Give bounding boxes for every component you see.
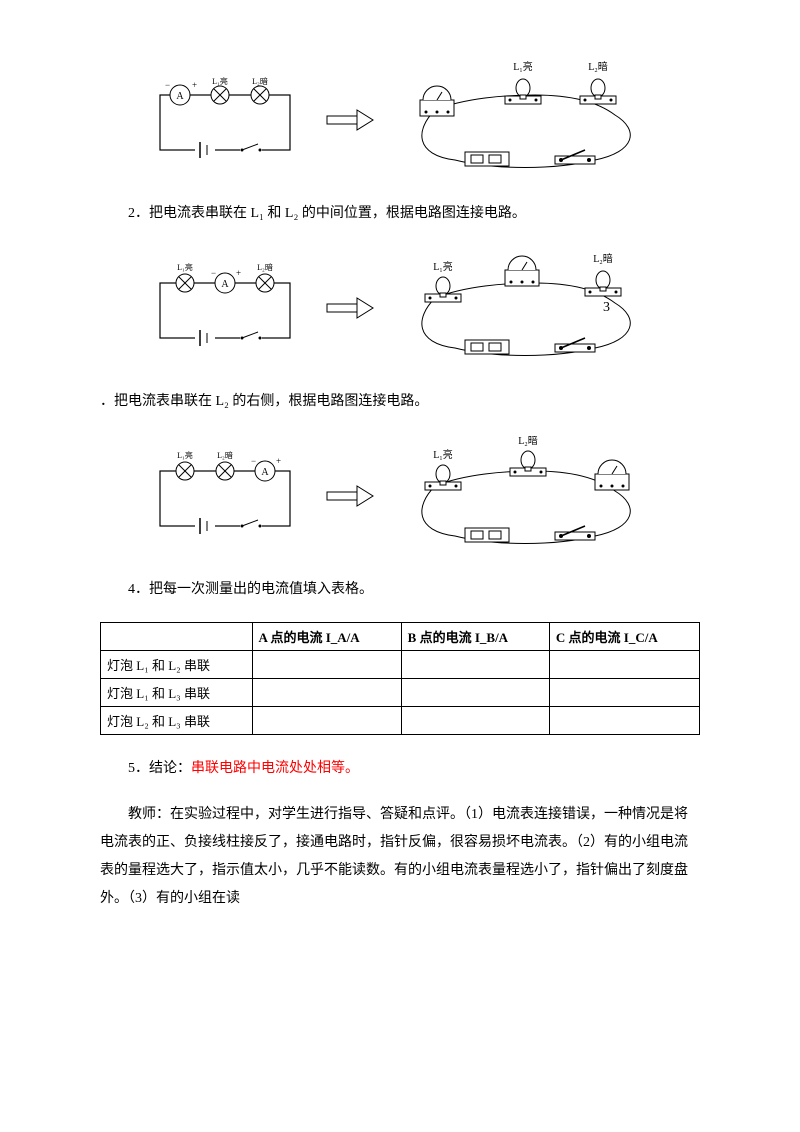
schematic-3: L₁亮 L₂暗 A − + [145, 446, 305, 546]
svg-text:−: − [251, 456, 256, 466]
step-3-text: ．把电流表串联在 L₂ 的右侧，根据电路图连接电路。 [100, 388, 700, 416]
pictorial-1: L₁亮 L₂暗 [395, 60, 655, 180]
svg-text:L₂暗: L₂暗 [217, 450, 233, 460]
svg-text:−: − [165, 80, 170, 90]
svg-text:L₁亮: L₁亮 [177, 262, 193, 272]
diagram-row-1: A − + L₁亮 L₂暗 [100, 60, 700, 180]
svg-text:+: + [276, 456, 281, 466]
arrow-icon [325, 108, 375, 132]
arrow-icon [325, 296, 375, 320]
svg-text:L₂暗: L₂暗 [518, 436, 538, 447]
diagram-row-2: L₁亮 A − + L₂暗 [100, 248, 700, 368]
table-cell [401, 707, 549, 735]
step-2-text: 2．把电流表串联在 L₁ 和 L₂ 的中间位置，根据电路图连接电路。 [100, 200, 700, 228]
body-paragraph: 教师：在实验过程中，对学生进行指导、答疑和点评。（1）电流表连接错误，一种情况是… [100, 801, 700, 913]
table-header: A 点的电流 I_A/A [252, 623, 401, 651]
table-row: 灯泡 L₁ 和 L₃ 串联 [101, 679, 700, 707]
svg-text:L₁亮: L₁亮 [212, 76, 228, 86]
schematic-1: A − + L₁亮 L₂暗 [145, 70, 305, 170]
step-4-text: 4．把每一次测量出的电流值填入表格。 [100, 576, 700, 604]
table-cell [401, 679, 549, 707]
table-cell [252, 651, 401, 679]
table-header: C 点的电流 I_C/A [549, 623, 699, 651]
svg-text:L₁亮: L₁亮 [433, 260, 453, 273]
step-3-number: 3 [603, 300, 610, 316]
svg-text:L₂暗: L₂暗 [593, 252, 613, 265]
table-cell [401, 651, 549, 679]
table-row: 灯泡 L₂ 和 L₃ 串联 [101, 707, 700, 735]
svg-text:A: A [261, 467, 269, 478]
table-cell [549, 651, 699, 679]
arrow-icon [325, 484, 375, 508]
table-cell: 灯泡 L₁ 和 L₂ 串联 [101, 651, 253, 679]
step-5-label: 5．结论： [128, 761, 191, 776]
table-row: 灯泡 L₁ 和 L₂ 串联 [101, 651, 700, 679]
table-cell [252, 679, 401, 707]
pictorial-3: L₁亮 L₂暗 [395, 436, 655, 556]
table-cell [252, 707, 401, 735]
current-table: A 点的电流 I_A/A B 点的电流 I_B/A C 点的电流 I_C/A 灯… [100, 622, 700, 735]
diagram-row-3: L₁亮 L₂暗 A − + [100, 436, 700, 556]
step-5-conclusion: 串联电路中电流处处相等。 [191, 761, 359, 776]
table-cell: 灯泡 L₁ 和 L₃ 串联 [101, 679, 253, 707]
svg-text:A: A [176, 91, 184, 102]
svg-text:+: + [236, 268, 241, 278]
svg-text:L₁亮: L₁亮 [433, 448, 453, 461]
svg-text:L₂暗: L₂暗 [252, 76, 268, 86]
svg-text:A: A [221, 279, 229, 290]
svg-text:L₁亮: L₁亮 [177, 450, 193, 460]
table-cell [549, 707, 699, 735]
page: A − + L₁亮 L₂暗 [0, 0, 800, 971]
schematic-2: L₁亮 A − + L₂暗 [145, 258, 305, 358]
svg-text:L₂暗: L₂暗 [257, 262, 273, 272]
pictorial-2: L₁亮 L₂暗 [395, 248, 655, 368]
svg-text:−: − [211, 268, 216, 278]
table-header-row: A 点的电流 I_A/A B 点的电流 I_B/A C 点的电流 I_C/A [101, 623, 700, 651]
step-5: 5．结论：串联电路中电流处处相等。 [100, 755, 700, 783]
svg-text:L₁亮: L₁亮 [513, 60, 533, 73]
table-cell: 灯泡 L₂ 和 L₃ 串联 [101, 707, 253, 735]
table-header: B 点的电流 I_B/A [401, 623, 549, 651]
table-cell [549, 679, 699, 707]
table-header [101, 623, 253, 651]
svg-text:+: + [192, 80, 197, 90]
svg-text:L₂暗: L₂暗 [588, 60, 608, 73]
